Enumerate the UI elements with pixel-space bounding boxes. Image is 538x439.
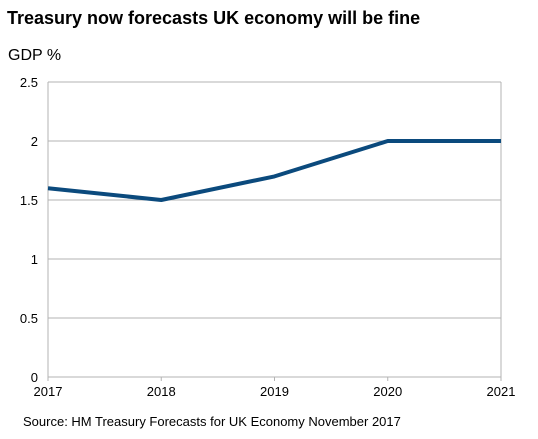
y-axis-label: GDP % <box>8 47 62 64</box>
y-tick-label-5: 2.5 <box>20 75 38 90</box>
series-line-0 <box>47 139 501 202</box>
x-tick-label-3: 2020 <box>373 384 402 399</box>
y-tick-labels: 0 0.5 1 1.5 2 2.5 <box>20 75 38 385</box>
series-group <box>47 139 502 202</box>
y-tick-label-0: 0 <box>31 370 38 385</box>
y-tick-label-2: 1 <box>31 252 38 267</box>
y-tick-label-3: 1.5 <box>20 193 38 208</box>
x-tick-labels: 2017 2018 2019 2020 2021 <box>34 384 516 399</box>
x-tick-label-1: 2018 <box>147 384 176 399</box>
x-tick-label-0: 2017 <box>34 384 63 399</box>
x-tick-label-2: 2019 <box>260 384 289 399</box>
x-tick-label-4: 2021 <box>487 384 516 399</box>
axes <box>47 82 502 381</box>
source-note: Source: HM Treasury Forecasts for UK Eco… <box>23 414 401 429</box>
y-tick-label-4: 2 <box>31 134 38 149</box>
y-tick-label-1: 0.5 <box>20 311 38 326</box>
gridlines <box>48 81 501 378</box>
chart-title: Treasury now forecasts UK economy will b… <box>7 8 421 28</box>
